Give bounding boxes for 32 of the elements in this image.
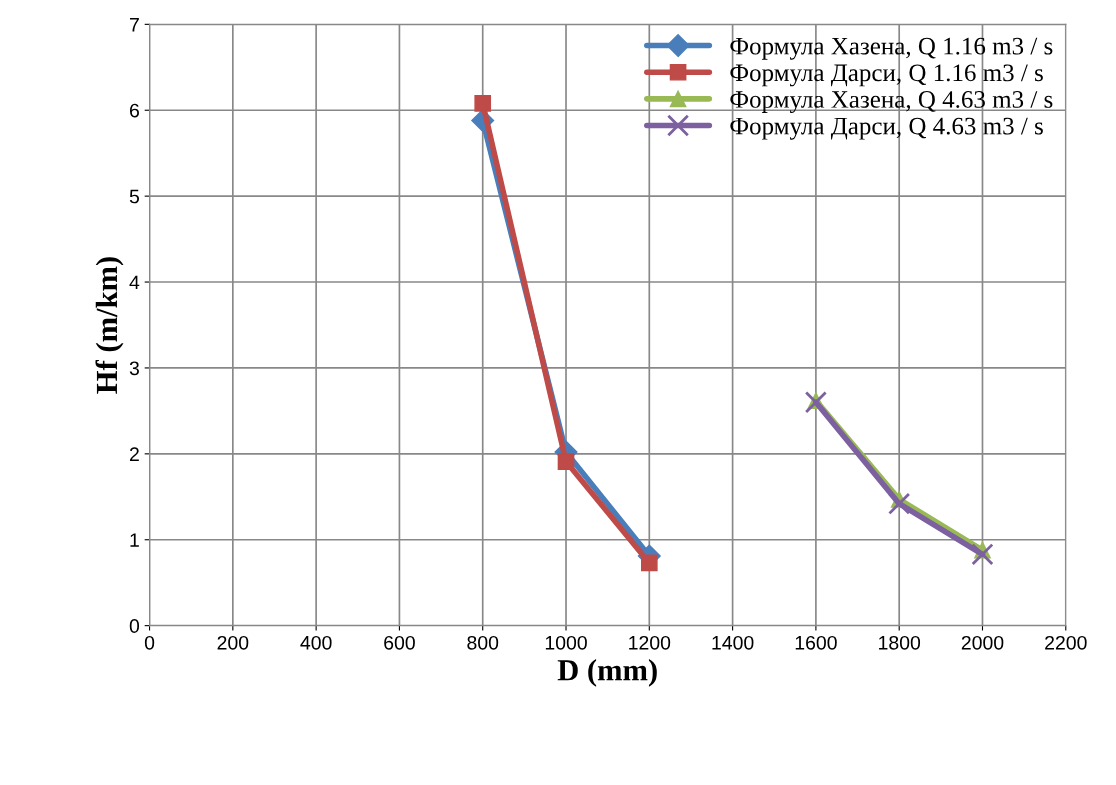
y-tick-label: 2 (129, 447, 139, 461)
y-tick-label: 5 (129, 189, 140, 204)
legend-label: Формула Дарси, Q 4.63 m3 / s (730, 117, 1043, 140)
x-tick-label: 2000 (961, 635, 1004, 650)
x-tick-label: 800 (467, 635, 499, 650)
point (474, 95, 492, 112)
x-tick-label: 1600 (795, 635, 837, 650)
x-tick-label: 200 (217, 635, 249, 650)
legend-label: Формула Дарси, Q 1.16 m3 / s (730, 64, 1043, 87)
x-tick-label: 0 (144, 635, 155, 650)
point (640, 554, 658, 572)
point (888, 492, 911, 515)
x-tick-label: 400 (300, 635, 332, 650)
x-tick-label: 1400 (712, 635, 754, 650)
legend-label: Формула Хазена, Q 1.16 m3 / s (730, 37, 1053, 60)
y-tick-label: 3 (129, 361, 139, 376)
y-tick-label: 4 (129, 275, 140, 290)
x-axis-title: D (mm) (557, 659, 657, 687)
x-tick-label: 1200 (629, 635, 671, 650)
x-tick-label: 1000 (545, 635, 587, 650)
y-tick-label: 7 (130, 18, 139, 32)
y-tick-label: 6 (130, 103, 139, 118)
y-axis-title: Hf (m/km) (95, 257, 124, 394)
x-tick-label: 1800 (879, 635, 921, 650)
x-tick-label: 2200 (1045, 635, 1087, 650)
point (557, 453, 575, 470)
point (971, 543, 994, 566)
point (804, 391, 828, 414)
x-tick-label: 600 (384, 635, 415, 650)
legend-label: Формула Хазена, Q 4.63 m3 / s (730, 91, 1053, 114)
y-tick-label: 1 (130, 533, 139, 547)
y-tick-label: 0 (129, 619, 140, 633)
